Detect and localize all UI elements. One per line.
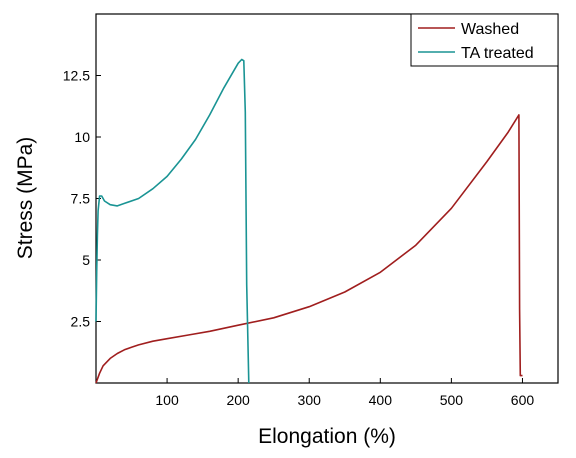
- y-axis: 2.5 5 7.5 10 12.5: [63, 68, 101, 330]
- x-axis: 100 200 300 400 500 600: [155, 378, 534, 408]
- x-tick-label: 400: [369, 392, 393, 408]
- y-axis-title: Stress (MPa): [14, 137, 37, 260]
- series-layer: [95, 58, 523, 384]
- y-tick-label: 12.5: [63, 68, 90, 84]
- plot-frame: [95, 13, 559, 384]
- legend-label-ta-treated: TA treated: [461, 45, 534, 62]
- x-axis-title: Elongation (%): [258, 425, 396, 448]
- x-tick-label: 500: [440, 392, 464, 408]
- series-line-ta-treated: [95, 58, 250, 384]
- x-tick-label: 300: [298, 392, 322, 408]
- legend: Washed TA treated: [410, 13, 559, 67]
- y-tick-label: 5: [82, 252, 90, 268]
- x-tick-label: 200: [226, 392, 250, 408]
- y-tick-label: 2.5: [71, 314, 91, 330]
- legend-label-washed: Washed: [461, 21, 519, 38]
- x-tick-label: 100: [155, 392, 179, 408]
- series-line-washed: [95, 114, 523, 384]
- legend-box: [410, 13, 559, 67]
- y-tick-label: 7.5: [71, 191, 91, 207]
- x-tick-label: 600: [511, 392, 535, 408]
- y-tick-label: 10: [74, 129, 90, 145]
